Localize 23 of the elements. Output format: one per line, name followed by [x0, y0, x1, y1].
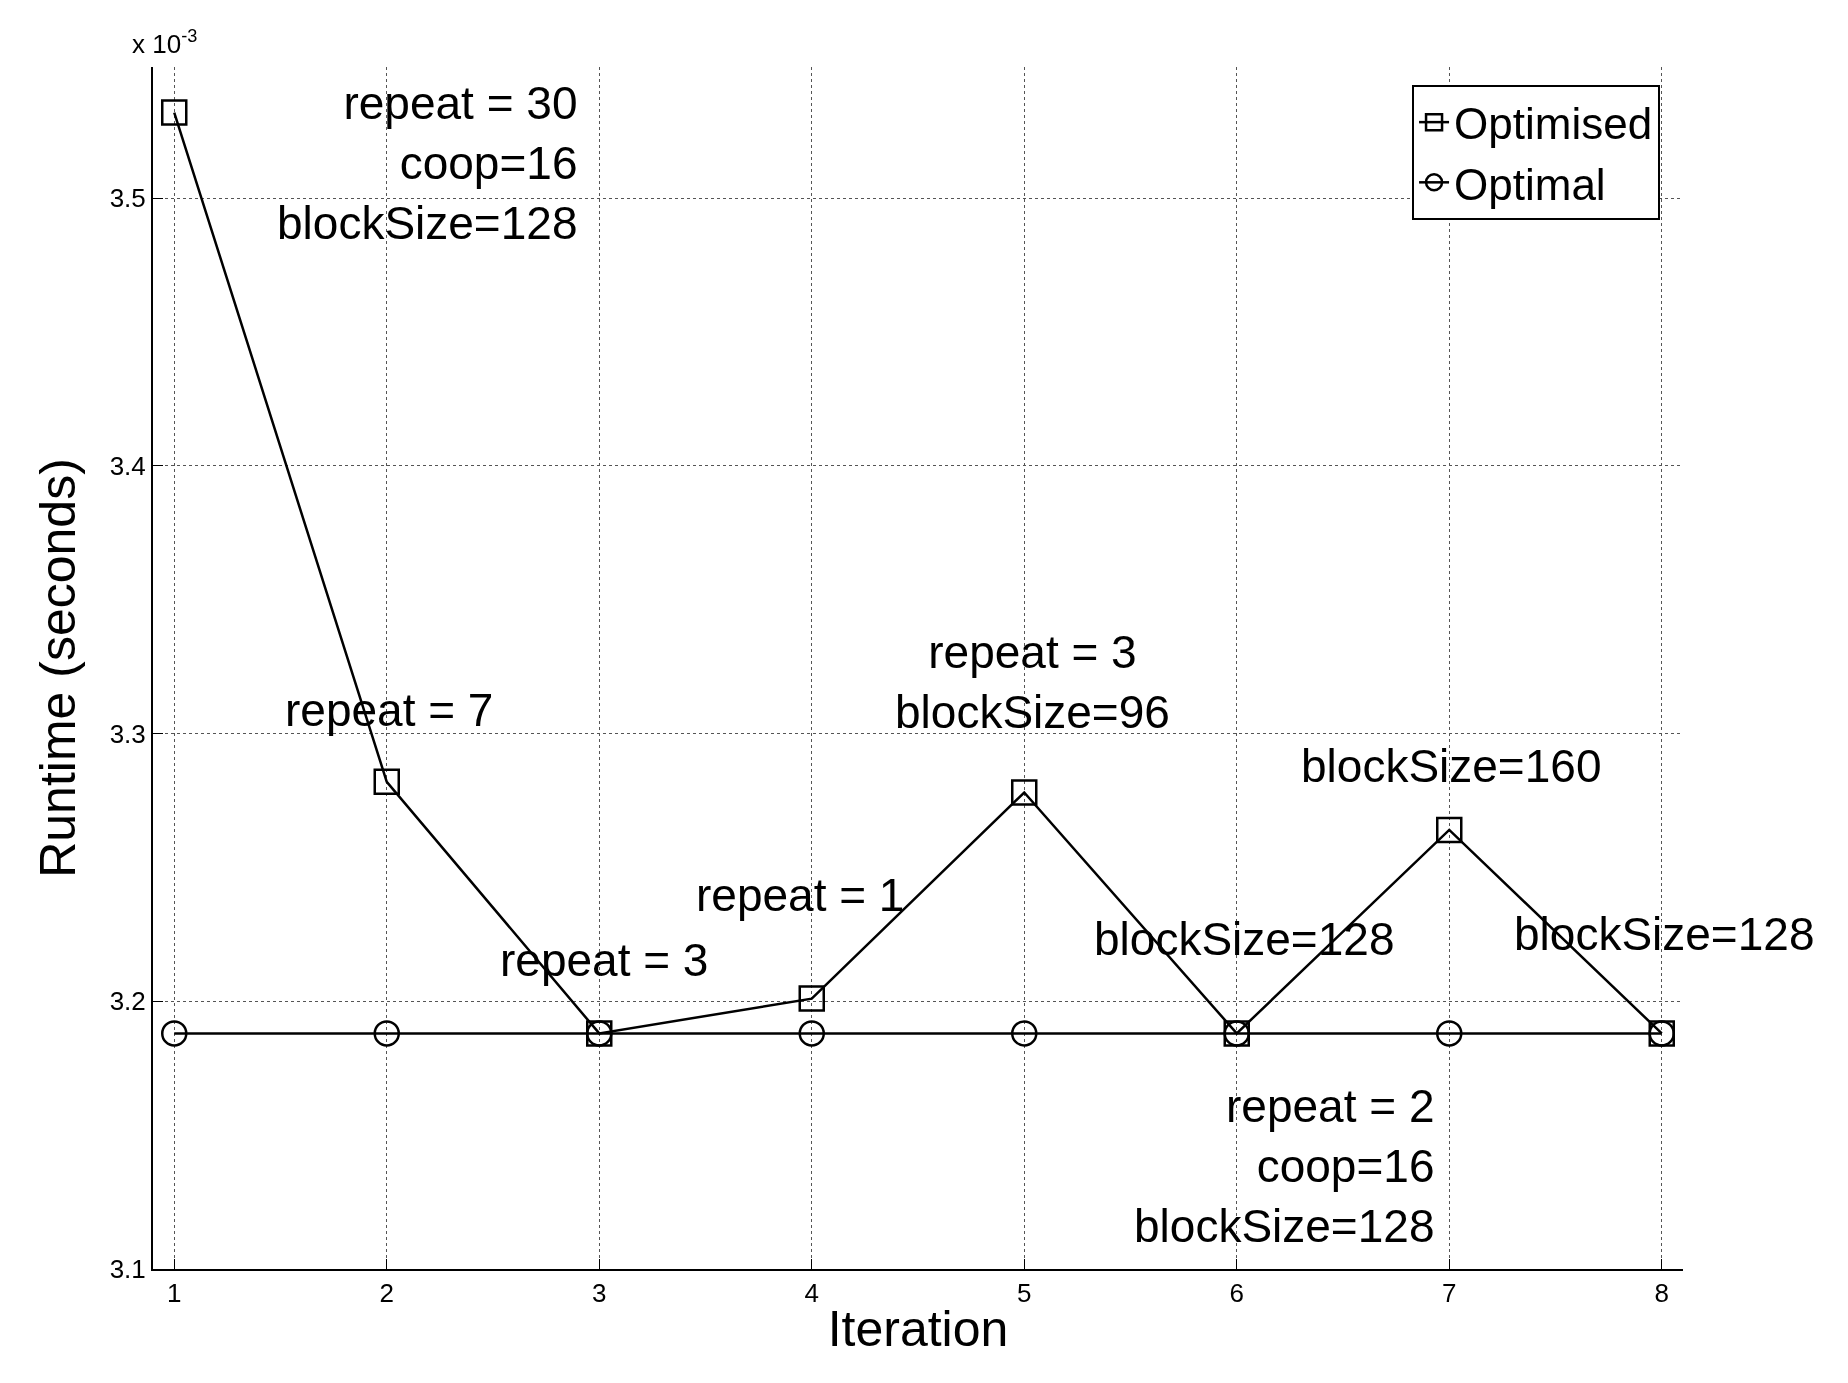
x-tick-label: 6	[1229, 1278, 1244, 1309]
y-tick-label: 3.3	[109, 718, 146, 749]
x-tick-label: 1	[167, 1278, 182, 1309]
y-axis-title: Runtime (seconds)	[30, 458, 87, 878]
annotation: repeat = 2 coop=16 blockSize=128	[1134, 1080, 1435, 1252]
annotation: repeat = 30 coop=16 blockSize=128	[277, 77, 578, 249]
y-tick-label: 3.2	[109, 986, 146, 1017]
text: x 10$^{-3}$	[132, 26, 198, 59]
x-tick-label: 4	[804, 1278, 819, 1309]
x-tick-label: 7	[1442, 1278, 1457, 1309]
annotation: blockSize=160	[1301, 740, 1602, 792]
legend-label: Optimised	[1454, 99, 1653, 149]
y-tick-label: 3.4	[109, 450, 146, 481]
x-tick-label: 8	[1654, 1278, 1669, 1309]
x-axis-title: Iteration	[827, 1301, 1009, 1358]
x-tick-label: 5	[1017, 1278, 1032, 1309]
y-tick-label: 3.5	[109, 183, 146, 214]
x-tick-label: 3	[592, 1278, 607, 1309]
annotation: repeat = 3 blockSize=96	[895, 626, 1170, 738]
legend-label: Optimal	[1454, 159, 1606, 209]
x-tick-label: 2	[379, 1278, 394, 1309]
annotation: repeat = 1	[696, 869, 905, 921]
y-tick-label: 3.1	[109, 1254, 146, 1285]
